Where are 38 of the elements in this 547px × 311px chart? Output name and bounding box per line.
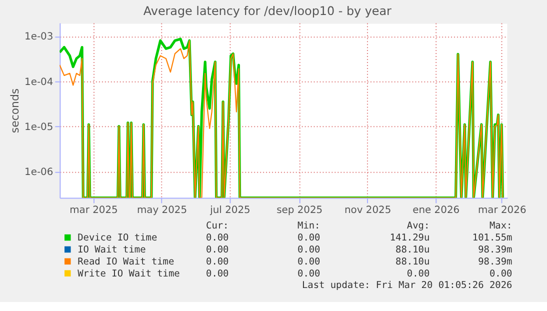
x-tick-label: nov 2025 <box>344 205 392 216</box>
text: 0.00 <box>298 256 321 268</box>
y-tick-label: 1e-03 <box>24 32 54 43</box>
legend-label: Device IO time <box>78 232 158 244</box>
legend-label: IO Wait time <box>78 244 146 256</box>
y-tick-label: 1e-05 <box>24 122 54 133</box>
text: 0.00 <box>298 268 321 280</box>
x-tick-label: may 2025 <box>136 205 188 216</box>
legend-label: Read IO Wait time <box>78 256 174 268</box>
text: 88.10u <box>396 256 430 268</box>
y-tick-label: 1e-04 <box>24 76 54 88</box>
text: 0.00 <box>298 244 321 256</box>
text: 0.00 <box>406 268 430 280</box>
x-tick-label: mar 2026 <box>478 205 526 216</box>
x-tick-label: mar 2025 <box>70 205 118 216</box>
x-tick-label: ene 2026 <box>412 205 460 216</box>
x-tick-label: sep 2025 <box>276 205 323 216</box>
legend-label: Write IO Wait time <box>78 268 180 280</box>
chart-title: Average latency for /dev/loop10 - by year <box>143 4 392 18</box>
x-tick-label: jul 2025 <box>209 205 250 216</box>
text: 101.55m <box>472 232 512 244</box>
text: 0.00 <box>489 268 512 280</box>
text: Cur: <box>206 220 229 232</box>
text: Avg: <box>406 220 430 232</box>
text: 0.00 <box>206 244 230 256</box>
text: Min: <box>298 220 320 232</box>
y-axis-title: seconds <box>8 88 22 134</box>
text: 88.10u <box>396 244 430 256</box>
text: 0.00 <box>206 232 230 244</box>
text: 98.39m <box>478 256 513 268</box>
text: 0.00 <box>206 268 230 280</box>
text: 0.00 <box>298 232 321 244</box>
text: 141.29u <box>390 232 430 244</box>
text: Last update: Fri Mar 20 01:05:26 2026 <box>302 280 513 292</box>
text: Max: <box>489 220 512 232</box>
text: 0.00 <box>206 256 230 268</box>
y-tick-label: 1e-06 <box>24 166 54 178</box>
text: 98.39m <box>478 244 513 256</box>
